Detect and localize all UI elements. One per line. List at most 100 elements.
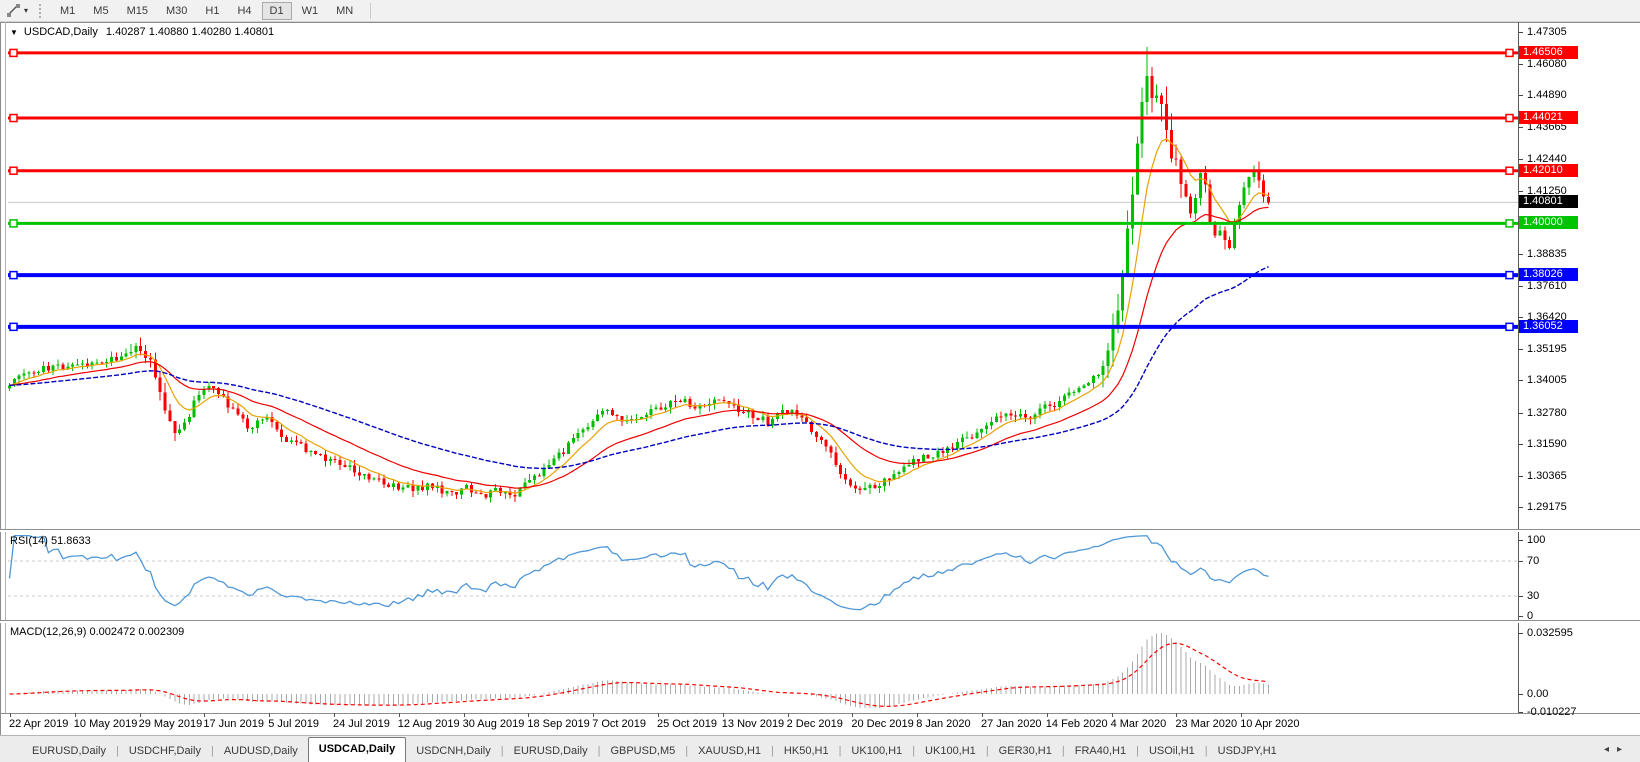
line-handle[interactable] [9,219,18,228]
macd-tick-tickmark [1519,694,1523,695]
tab-divider: | [912,745,916,757]
time-axis-label: 18 Sep 2019 [527,718,590,730]
line-handle[interactable] [1505,48,1514,58]
hline-price-badge: 1.36052 [1519,319,1578,333]
timeframe-button-m30[interactable]: M30 [165,4,188,17]
tab-usdcad-daily[interactable]: USDCAD,Daily [307,737,407,762]
tab-divider: | [597,745,601,757]
macd-signal-line [9,642,1269,707]
tab-audusd-daily[interactable]: AUDUSD,Daily [223,745,298,757]
tab-scroll-left-icon[interactable]: ◂ [1603,744,1617,755]
tab-ger30-h1[interactable]: GER30,H1 [998,745,1052,757]
tab-divider: | [500,745,504,757]
rsi-tick-label: 0 [1527,610,1534,622]
tab-divider: | [1136,745,1139,757]
rsi-line [8,534,1269,611]
price-tick-label: 1.34005 [1527,374,1567,387]
time-axis-tickmark [528,713,530,717]
time-axis-tickmark [722,713,724,717]
hline-price-badge: 1.38026 [1519,268,1578,282]
rsi-tick-tickmark [1519,616,1523,617]
hline-price-badge: 1.40000 [1519,216,1578,230]
rsi-panel-separator[interactable] [0,529,1640,532]
tab-divider: | [685,745,689,757]
hline-price-badge: 1.46506 [1519,45,1578,59]
time-axis-label: 23 Mar 2020 [1175,718,1238,730]
time-axis-label: 17 Jun 2019 [203,718,264,730]
time-axis-label: 8 Jan 2020 [916,718,971,730]
timeframe-button-w1[interactable]: W1 [301,4,319,17]
tab-usdjpy-h1[interactable]: USDJPY,H1 [1217,745,1277,757]
line-handle[interactable] [9,166,18,175]
macd-values: 0.002472 0.002309 [89,626,185,638]
macd-tick-tickmark [1519,633,1523,634]
tabbar-top-border [0,735,1640,736]
price-tick-tickmark [1519,475,1523,477]
time-axis-label: 12 Aug 2019 [397,718,460,730]
tab-fra40-h1[interactable]: FRA40,H1 [1074,745,1127,757]
macd-tick-tickmark [1519,712,1523,713]
price-tick-tickmark [1519,507,1523,508]
time-axis-label: 20 Dec 2019 [851,718,914,730]
price-axis-line [1518,22,1519,713]
tab-usoil-h1[interactable]: USOil,H1 [1148,745,1195,757]
time-axis-tickmark [852,713,854,717]
line-handle[interactable] [9,322,18,332]
line-handle[interactable] [1505,113,1514,123]
tab-divider: | [838,745,842,757]
time-axis-label: 2 Dec 2019 [786,718,843,730]
time-axis-tickmark [10,713,11,717]
price-tick-tickmark [1519,95,1523,97]
time-axis-label: 10 Apr 2020 [1240,718,1300,730]
time-axis-separator [0,713,1640,714]
tab-uk100-h1[interactable]: UK100,H1 [851,745,903,757]
line-handle[interactable] [1505,270,1514,280]
line-handle[interactable] [1505,322,1514,332]
hline-price-badge: 1.42010 [1519,163,1578,177]
tab-xauusd-h1[interactable]: XAUUSD,H1 [698,745,762,757]
time-axis-tickmark [1176,713,1178,717]
line-handle[interactable] [1505,166,1514,175]
tab-eurusd-daily[interactable]: EURUSD,Daily [32,745,106,757]
line-handle[interactable] [9,270,18,280]
line-handle[interactable] [9,113,18,123]
tab-usdchf-daily[interactable]: USDCHF,Daily [128,745,201,757]
price-tick-label: 1.46080 [1527,58,1567,71]
timeframe-button-m1[interactable]: M1 [60,4,76,17]
time-axis-label: 5 Jul 2019 [268,718,319,730]
dropdown-caret-icon: ▾ [24,6,29,15]
line-handle[interactable] [9,48,18,58]
time-axis-tickmark [1241,713,1243,717]
timeframe-button-d1[interactable]: D1 [261,1,292,20]
tab-usdcnh-daily[interactable]: USDCNH,Daily [416,745,491,757]
price-tick-label: 1.31590 [1527,437,1567,450]
timeframe-button-m15[interactable]: M15 [126,4,148,17]
price-tick-tickmark [1519,32,1523,33]
tab-scroll-right-icon[interactable]: ▸ [1616,744,1630,755]
macd-panel-separator[interactable] [0,620,1640,623]
timeframe-button-h1[interactable]: H1 [205,4,220,17]
timeframe-button-m5[interactable]: M5 [93,4,109,17]
tab-eurusd-daily[interactable]: EURUSD,Daily [513,745,588,757]
macd-label: MACD(12,26,9) 0.002472 0.002309 [10,626,185,638]
ma-medium-line [9,206,1269,489]
tab-hk50-h1[interactable]: HK50,H1 [783,745,829,757]
timeframe-button-mn[interactable]: MN [336,4,354,17]
chart-title: ▼ USDCAD,Daily 1.40287 1.40880 1.40280 1… [10,26,274,38]
tab-gbpusd-m5[interactable]: GBPUSD,M5 [610,745,676,757]
toolbar-separator [370,2,372,19]
line-studies-button[interactable]: ▾ [3,2,31,19]
price-tick-label: 1.38835 [1527,247,1567,260]
price-tick-tickmark [1519,412,1523,414]
hline-price-badge: 1.44021 [1519,111,1578,125]
chart-window-inner-border [5,22,6,713]
price-tick-label: 1.42440 [1527,153,1567,166]
time-axis-label: 27 Jan 2020 [981,718,1042,730]
time-axis-label: 22 Apr 2019 [9,718,69,730]
line-handle[interactable] [1505,219,1514,228]
tab-uk100-h1[interactable]: UK100,H1 [925,745,976,757]
timeframe-button-h4[interactable]: H4 [237,4,252,17]
window-menu-icon[interactable]: ▼ [10,27,18,37]
